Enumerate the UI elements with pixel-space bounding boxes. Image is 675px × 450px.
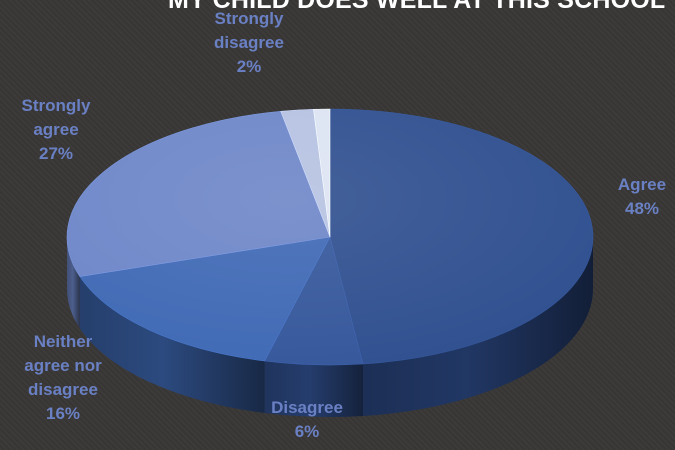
- data-label-line: disagree: [214, 33, 284, 52]
- data-label-strongly-agree: Strongly agree 27%: [22, 96, 91, 163]
- data-label-line: 2%: [237, 57, 262, 76]
- pie-side-shade-0: [362, 237, 593, 416]
- data-label-strongly-disagree: Strongly disagree 2%: [214, 9, 284, 76]
- data-label-neither-agree-nor-disagree: Neither agree nor disagree 16%: [24, 332, 102, 423]
- data-label-line: 27%: [39, 144, 73, 163]
- data-label-line: Neither: [34, 332, 93, 351]
- data-label-line: Strongly: [22, 96, 91, 115]
- data-label-line: Disagree: [271, 398, 343, 417]
- data-label-line: agree: [33, 120, 78, 139]
- chart-title: MY CHILD DOES WELL AT THIS SCHOOL: [168, 0, 666, 14]
- data-label-agree: Agree 48%: [618, 175, 666, 218]
- data-label-line: 48%: [625, 199, 659, 218]
- data-label-line: 6%: [295, 422, 320, 441]
- data-label-line: agree nor: [24, 356, 102, 375]
- data-label-line: Agree: [618, 175, 666, 194]
- data-label-line: Strongly: [215, 9, 284, 28]
- data-label-line: 16%: [46, 404, 80, 423]
- data-label-disagree: Disagree 6%: [271, 398, 343, 441]
- data-label-line: disagree: [28, 380, 98, 399]
- pie-side-shade-1: [264, 360, 363, 418]
